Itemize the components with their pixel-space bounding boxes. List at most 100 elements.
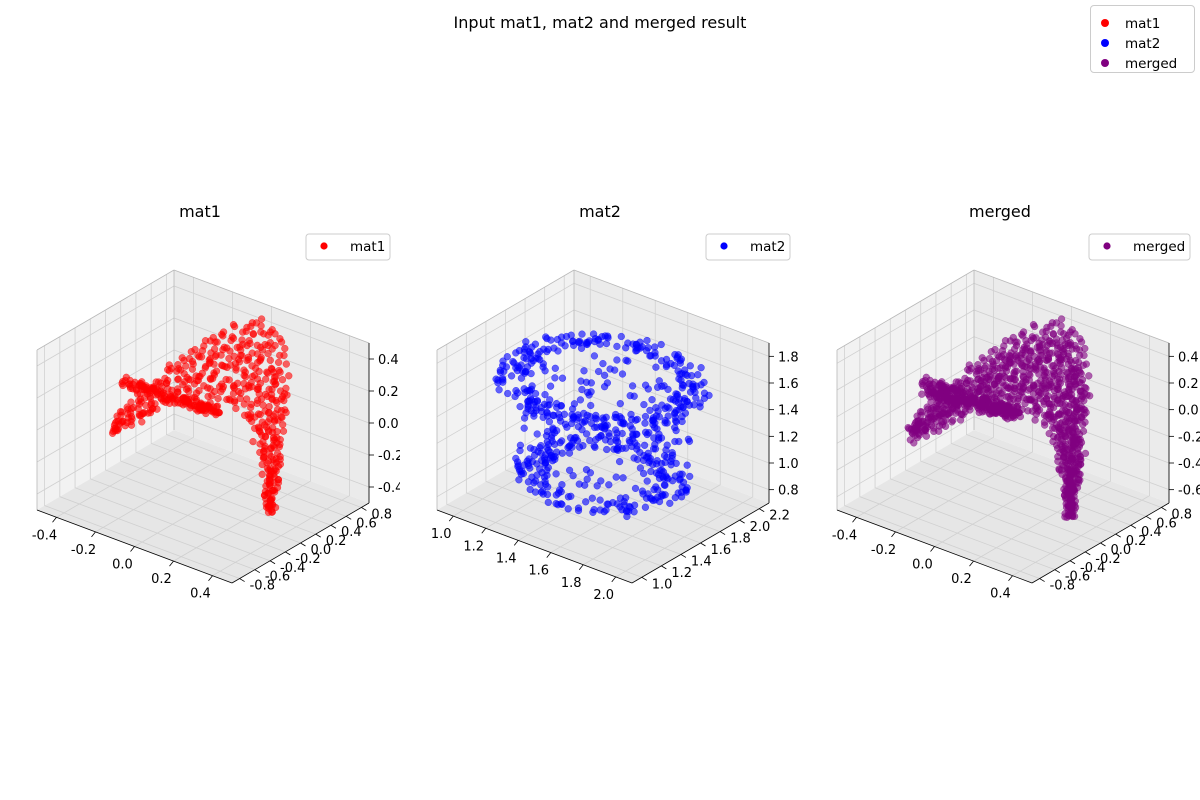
scatter-point	[1068, 463, 1076, 471]
x-tick	[578, 564, 584, 570]
x-tick-label: -0.4	[832, 528, 857, 543]
scatter-point	[650, 485, 658, 494]
scatter-point	[261, 390, 270, 399]
scatter-point	[1044, 355, 1052, 363]
legend-box	[1088, 233, 1191, 261]
scatter-point	[245, 337, 253, 345]
scatter-point	[528, 473, 536, 481]
y-tick-label: 0.2	[1126, 534, 1147, 549]
z-tick-label: -0.4	[378, 481, 400, 496]
scatter-point	[597, 432, 605, 440]
scatter-point	[1012, 341, 1021, 350]
scatter-point	[1032, 334, 1040, 342]
scatter-point	[1081, 449, 1090, 458]
x-tick-label: 1.0	[431, 527, 452, 542]
scatter-point	[624, 357, 632, 365]
scatter-point	[258, 346, 267, 354]
scatter-point	[129, 380, 137, 389]
scatter-point	[219, 332, 227, 340]
gridline	[1012, 335, 1150, 577]
scatter-point	[677, 493, 686, 501]
scatter-point	[910, 439, 918, 447]
scatter-point	[523, 363, 532, 371]
scatter-point	[600, 425, 609, 433]
scatter-point	[138, 418, 146, 426]
y-tick-label: 2.2	[769, 509, 790, 524]
y-tick-label: 0.8	[1171, 507, 1192, 522]
scatter-point	[1006, 352, 1015, 361]
subplot-title: mat1	[179, 202, 221, 221]
scatter-point	[587, 388, 595, 396]
subplot-legend: merged	[1088, 233, 1191, 261]
scatter-point	[134, 405, 142, 413]
scatter-point	[188, 357, 197, 366]
x-tick-label: -0.2	[871, 543, 896, 558]
scatter-point	[924, 415, 933, 423]
scatter-point	[543, 438, 551, 446]
gridline	[44, 345, 240, 579]
scatter-point	[1055, 378, 1063, 386]
scatter-point	[603, 445, 611, 454]
scatter-point	[1040, 382, 1048, 390]
scatter-point	[687, 372, 696, 380]
scatter-point	[513, 366, 522, 375]
scatter-point	[213, 338, 221, 346]
subplot-title: mat2	[579, 202, 621, 221]
scatter-point	[238, 336, 246, 344]
scatter-point	[661, 458, 669, 466]
scatter-point	[652, 363, 660, 371]
x-axis-line	[436, 509, 633, 584]
x-tick	[52, 517, 57, 523]
scatter-point	[944, 410, 952, 418]
scatter-point	[656, 467, 664, 475]
x-tick	[546, 552, 552, 558]
scatter-point	[679, 403, 687, 412]
scatter-point	[256, 357, 264, 365]
scatter-point	[1011, 367, 1019, 376]
y-tick-label: 0.2	[326, 534, 347, 549]
y-tick-label: 0.0	[1111, 543, 1132, 558]
x-tick	[448, 515, 454, 522]
scatter-point	[1065, 389, 1073, 397]
scatter-point	[619, 474, 627, 482]
scatter-point	[1002, 381, 1010, 390]
scatter-point	[1046, 337, 1054, 346]
scatter-point	[265, 428, 273, 436]
y-tick-label: 0.6	[356, 516, 377, 531]
scatter-point	[570, 400, 579, 408]
scatter-point	[537, 441, 545, 450]
scatter-point	[592, 415, 601, 423]
scatter-point	[986, 373, 994, 381]
legend-marker	[320, 242, 328, 250]
legend-box	[305, 233, 391, 261]
scatter-point	[974, 367, 983, 375]
scatter-point	[225, 376, 233, 384]
scatter-point	[584, 338, 592, 347]
scatter-point	[127, 421, 136, 429]
scatter-point	[1019, 378, 1027, 386]
subplot-title: merged	[969, 202, 1031, 221]
scatter-point	[966, 398, 975, 406]
scatter-point	[1077, 338, 1086, 346]
scatter-point	[665, 404, 673, 412]
scatter-point	[694, 371, 702, 379]
scatter-point	[546, 382, 555, 390]
scatter-point	[633, 455, 642, 464]
scatter-point	[683, 484, 691, 492]
scatter-point	[578, 426, 586, 434]
scatter-point	[174, 365, 183, 373]
legend-label: merged	[1133, 239, 1185, 255]
scatter-point	[266, 356, 274, 364]
legend-marker	[1101, 19, 1109, 27]
y-tick	[1130, 524, 1137, 529]
scatter-point	[671, 413, 680, 422]
scatter-point	[1069, 454, 1077, 462]
scatter-point	[616, 399, 624, 408]
scatter-point	[1011, 385, 1019, 393]
scatter-point	[700, 389, 709, 397]
scatter-point	[165, 361, 173, 369]
scatter-point	[985, 405, 994, 413]
scatter-point	[236, 394, 244, 403]
x-tick-label: 2.0	[593, 588, 614, 603]
y-tick	[1115, 533, 1121, 538]
